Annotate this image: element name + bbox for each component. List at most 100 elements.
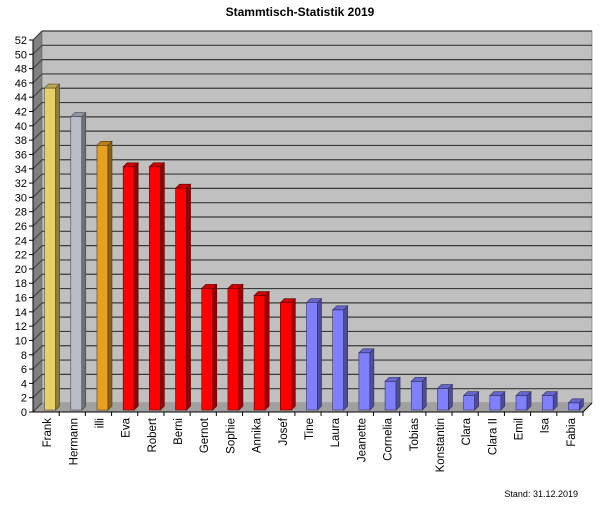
y-tick-label: 16 — [15, 293, 27, 305]
bar-josef — [279, 297, 297, 411]
y-tick-label: 34 — [15, 164, 27, 176]
y-tick-label: 44 — [15, 92, 27, 104]
bar-clara-ii — [489, 390, 506, 411]
gridline-side — [32, 73, 43, 84]
x-tick-label: Jeanette — [356, 418, 368, 462]
x-tick-label: Cornelia — [383, 417, 395, 460]
gridline-side — [32, 245, 43, 255]
y-tick-label: 0 — [21, 407, 27, 419]
bar-jeanette — [358, 348, 375, 411]
bar-tobias — [410, 376, 427, 411]
gridline-side — [32, 44, 43, 55]
gridline-side — [32, 345, 43, 356]
x-tick-label: Frank — [42, 418, 54, 448]
x-tick-label: Fabia — [566, 417, 578, 446]
bar-cornelia — [384, 376, 401, 411]
bar-clara — [462, 390, 480, 411]
bar-annika — [253, 290, 270, 411]
gridline-side — [32, 288, 43, 298]
y-tick-label: 30 — [15, 192, 27, 204]
y-tick-label: 38 — [15, 135, 27, 147]
y-tick-label: 40 — [15, 121, 27, 133]
y-tick-label: 32 — [15, 178, 27, 190]
gridline-side — [32, 173, 43, 184]
y-tick-label: 52 — [15, 35, 27, 47]
y-tick-label: 20 — [15, 264, 27, 276]
gridline-side — [32, 359, 43, 370]
x-tick-label: Tobias — [409, 418, 421, 451]
gridline-side — [32, 230, 43, 241]
y-tick-label: 8 — [21, 350, 27, 362]
gridline-side — [32, 331, 43, 341]
x-tick-label: Eva — [121, 417, 133, 437]
y-tick-label: 48 — [15, 64, 27, 76]
x-tick-label: Hermann — [68, 418, 80, 465]
y-tick-label: 42 — [15, 107, 27, 119]
bar-tine — [305, 297, 323, 411]
x-tick-label: Sophie — [225, 418, 237, 454]
y-tick-label: 28 — [15, 207, 27, 219]
x-tick-label: Robert — [147, 417, 159, 452]
gridline-side — [32, 87, 43, 98]
bar-konstantin — [436, 383, 454, 411]
gridline-side — [32, 259, 43, 270]
x-tick-label: illi — [94, 418, 106, 428]
y-tick-label: 6 — [21, 364, 27, 376]
y-tick-label: 26 — [15, 221, 27, 233]
x-tick-label: Isa — [540, 417, 552, 433]
gridline-side — [32, 216, 43, 227]
gridline-side — [32, 59, 43, 69]
gridline-side — [32, 188, 43, 198]
x-tick-label: Gernot — [199, 417, 211, 453]
floor-edge — [582, 402, 593, 413]
footnote-date: Stand: 31.12.2019 — [504, 489, 578, 499]
bar-robert — [148, 162, 166, 411]
bar-berni — [174, 183, 192, 411]
y-tick-label: 36 — [15, 149, 27, 161]
gridline-side — [32, 388, 43, 399]
gridline-side — [32, 302, 43, 313]
gridline-side — [32, 130, 43, 141]
gridline-side — [32, 159, 43, 170]
x-tick-label: Berni — [173, 418, 185, 445]
bar-gernot — [201, 283, 218, 411]
x-tick-label: Josef — [278, 417, 290, 445]
y-tick-label: 12 — [15, 321, 27, 333]
gridline-side — [32, 273, 43, 284]
bar-eva — [122, 162, 139, 411]
chart-title: Stammtisch-Statistik 2019 — [225, 5, 375, 19]
x-tick-label: Clara II — [487, 418, 499, 455]
gridline-side — [32, 316, 43, 327]
bar-hermann — [70, 111, 87, 411]
y-tick-label: 46 — [15, 78, 27, 90]
gridline-side — [32, 402, 43, 413]
bar-frank — [43, 83, 61, 411]
y-tick-label: 18 — [15, 278, 27, 290]
x-tick-label: Konstantin — [435, 418, 447, 472]
y-tick-label: 2 — [21, 393, 27, 405]
bar-illi — [96, 140, 113, 411]
gridline-side — [32, 145, 43, 155]
y-tick-label: 22 — [15, 250, 27, 262]
y-tick-label: 50 — [15, 49, 27, 61]
bar-emil — [515, 390, 532, 411]
bar-laura — [331, 305, 349, 411]
gridline-side — [32, 202, 43, 213]
y-tick-label: 14 — [15, 307, 27, 319]
gridline-side — [32, 116, 43, 127]
y-tick-label: 4 — [21, 378, 27, 390]
bar-fabia — [567, 398, 585, 411]
y-tick-label: 24 — [15, 235, 27, 247]
x-tick-label: Emil — [514, 418, 526, 440]
bar-sophie — [227, 283, 244, 411]
gridline-side — [32, 374, 43, 384]
y-tick-label: 10 — [15, 335, 27, 347]
x-tick-label: Clara — [461, 417, 473, 445]
gridline-side — [32, 30, 43, 41]
bar-isa — [541, 390, 558, 411]
x-tick-label: Annika — [252, 417, 264, 453]
x-tick-label: Tine — [304, 418, 316, 440]
x-tick-label: Laura — [330, 417, 342, 447]
gridline-side — [32, 102, 43, 112]
